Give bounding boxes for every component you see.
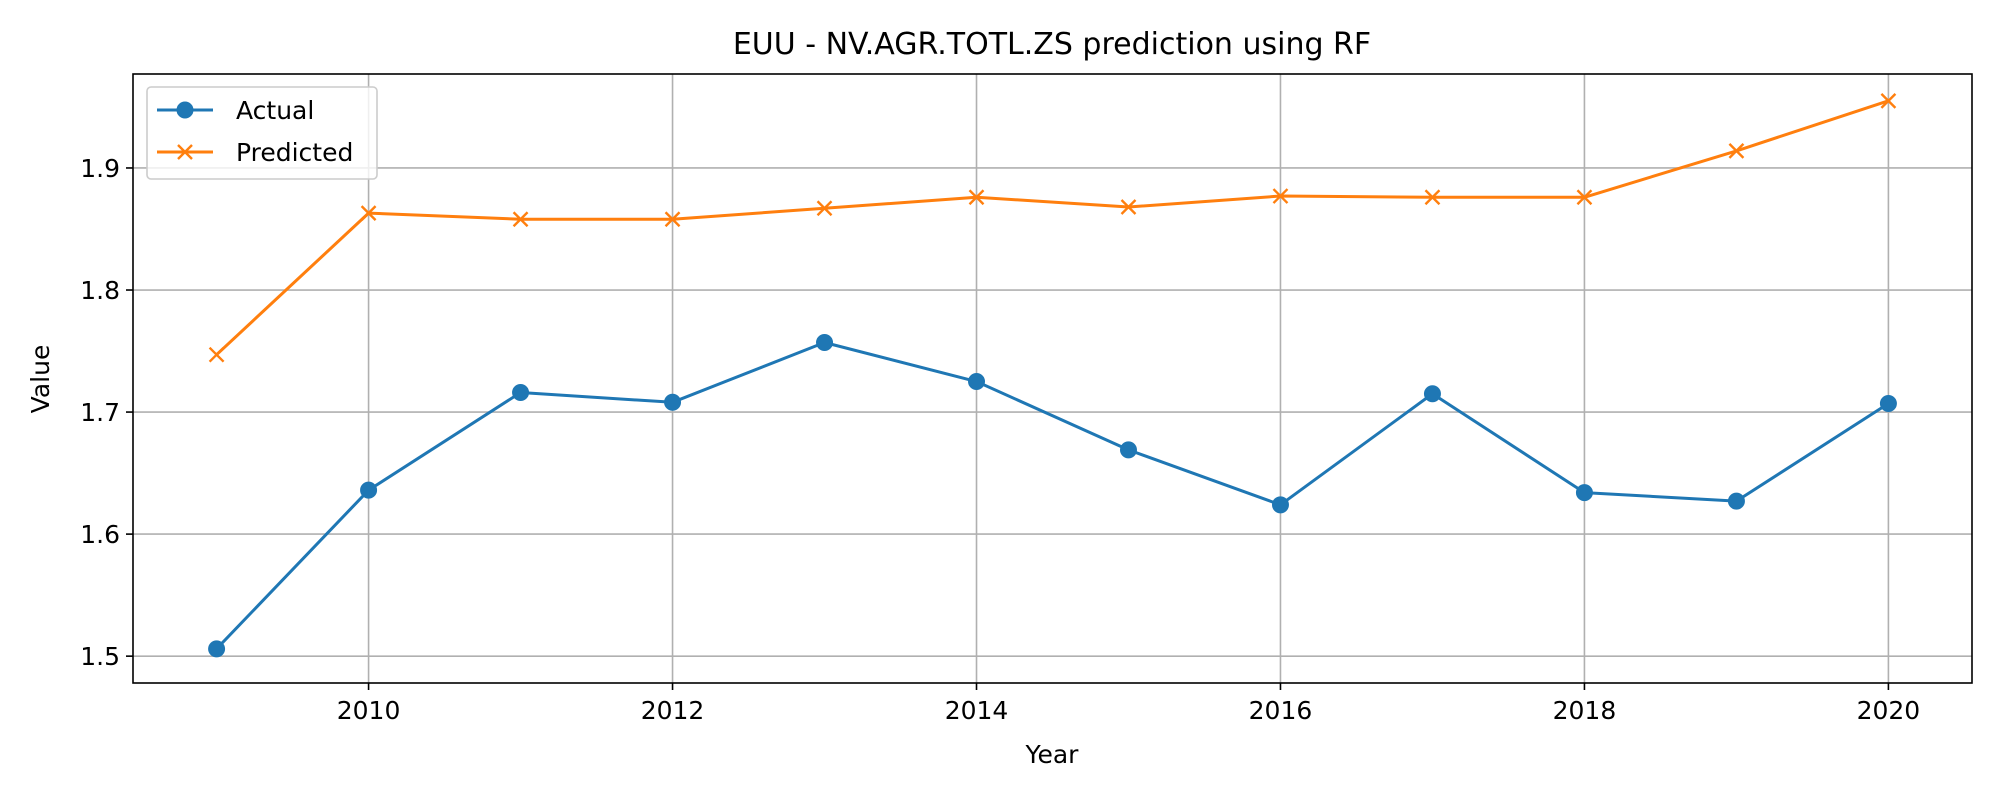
data-point-predicted: [360, 205, 377, 221]
data-point-actual: [816, 333, 834, 351]
data-point-actual: [968, 373, 986, 391]
axis-ticks: 2010 2012 2014 2016 2018 2020 1.5 1.6 1.7 1.8 1.9: [80, 154, 1920, 725]
legend-swatch-marker: [177, 144, 193, 160]
y-tick-label: 1.8: [80, 276, 120, 305]
grid-lines: [133, 74, 1972, 683]
data-point-predicted-stroke: [1728, 143, 1745, 159]
data-point-actual: [1727, 492, 1745, 510]
x-tick-label: 2012: [641, 696, 705, 725]
legend-label-predicted: Predicted: [236, 138, 353, 167]
data-point-predicted: [816, 200, 833, 217]
data-point-actual: [1271, 496, 1289, 514]
data-point-predicted-stroke: [1120, 199, 1137, 215]
legend-item-predicted: Predicted: [157, 138, 353, 167]
x-tick-label: 2020: [1857, 696, 1921, 725]
data-point-actual: [664, 393, 682, 411]
data-point-predicted-stroke: [1272, 188, 1289, 204]
y-tick-label: 1.7: [80, 398, 120, 427]
legend-entries: Actual Predicted: [157, 96, 353, 167]
legend-swatch-marker-stroke: [177, 144, 193, 160]
data-point-actual: [208, 640, 226, 658]
data-point-predicted: [1880, 93, 1897, 109]
y-tick-label: 1.6: [80, 520, 120, 549]
data-point-actual: [1119, 441, 1137, 459]
data-point-predicted: [1272, 188, 1289, 204]
data-point-predicted: [208, 346, 225, 363]
x-tick-label: 2010: [337, 696, 401, 725]
data-point-predicted: [512, 211, 529, 228]
data-point-predicted-stroke: [664, 211, 681, 228]
data-point-predicted-stroke: [968, 189, 985, 206]
y-tick-label: 1.9: [80, 154, 120, 183]
data-point-predicted: [968, 189, 985, 206]
data-point-predicted-stroke: [816, 200, 833, 217]
legend-swatch-marker: [176, 101, 194, 119]
legend: Actual Predicted: [146, 86, 378, 180]
y-axis-label: Value: [26, 345, 55, 414]
data-point-predicted-stroke: [1880, 93, 1897, 109]
plot-area-frame: [132, 73, 1973, 684]
data-point-predicted-stroke: [1424, 189, 1441, 206]
data-point-actual: [512, 384, 530, 402]
series-lines: [208, 93, 1897, 658]
data-point-actual: [1423, 385, 1441, 403]
data-point-predicted-stroke: [360, 205, 377, 221]
x-tick-label: 2016: [1249, 696, 1313, 725]
data-point-predicted: [1120, 199, 1137, 215]
legend-item-actual: Actual: [157, 96, 314, 125]
data-point-predicted-stroke: [208, 346, 225, 363]
legend-label-actual: Actual: [236, 96, 314, 125]
data-point-actual: [1879, 395, 1897, 413]
x-tick-label: 2018: [1553, 696, 1617, 725]
x-tick-label: 2014: [945, 696, 1009, 725]
data-point-predicted-stroke: [512, 211, 529, 228]
data-point-predicted-stroke: [1576, 189, 1593, 206]
data-point-predicted: [1576, 189, 1593, 206]
data-point-predicted: [1728, 143, 1745, 159]
data-point-predicted: [1424, 189, 1441, 206]
series-line-actual: [215, 341, 1890, 650]
data-point-predicted: [664, 211, 681, 228]
series-line-predicted: [215, 99, 1889, 356]
data-point-actual: [1575, 484, 1593, 502]
y-tick-label: 1.5: [80, 642, 120, 671]
chart-title: EUU - NV.AGR.TOTL.ZS prediction using RF: [733, 27, 1371, 62]
data-point-actual: [360, 481, 378, 499]
x-axis-label: Year: [1025, 740, 1080, 769]
